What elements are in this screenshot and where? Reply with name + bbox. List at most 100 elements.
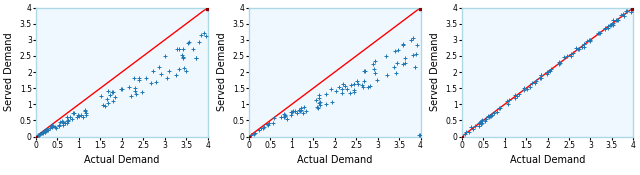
Point [45,127,55,130]
Point [103,101,113,104]
Point [504,103,514,105]
Point [80,108,90,111]
Point [410,65,420,68]
Point [40,129,51,132]
Point [545,70,555,72]
Point [103,89,113,92]
Point [593,32,604,34]
Point [294,110,305,113]
Point [107,91,117,93]
Point [369,68,379,71]
Point [585,40,595,43]
Point [268,121,278,124]
Point [78,115,88,118]
Point [616,14,627,17]
Point [510,97,520,100]
Point [40,130,50,133]
Point [287,111,297,113]
Point [194,41,204,44]
Point [57,119,67,122]
Point [584,38,594,41]
Point [246,134,256,137]
Point [579,42,589,45]
Point [398,42,408,45]
Point [315,100,325,103]
Point [392,61,403,64]
Point [299,106,309,109]
Point [352,80,362,83]
Point [196,34,206,36]
Point [400,61,410,64]
Point [415,134,426,136]
Point [608,19,618,22]
Point [178,47,188,50]
Point [262,124,273,127]
Point [605,23,616,26]
Point [39,130,49,133]
Point [171,74,181,76]
Point [337,82,348,85]
Point [381,54,391,57]
Point [604,25,614,27]
Y-axis label: Served Demand: Served Demand [4,33,14,111]
Point [371,72,381,74]
Point [554,60,564,63]
Point [58,121,68,124]
Point [146,82,156,85]
Point [262,122,273,125]
Point [574,48,584,51]
Point [51,126,61,128]
Point [327,101,337,103]
Point [38,131,48,134]
Point [519,87,529,89]
Point [504,98,514,101]
Point [372,78,383,81]
Point [259,125,269,128]
Point [611,18,621,21]
Point [568,52,578,55]
Point [199,32,209,35]
Point [477,122,487,124]
Point [367,62,378,65]
Point [608,23,618,26]
Point [181,70,191,73]
Point [67,118,77,120]
Point [154,65,164,68]
Point [571,47,581,50]
Point [474,122,484,125]
Point [116,88,127,90]
Point [130,87,140,90]
Point [621,9,631,12]
Point [294,109,305,111]
Point [492,110,502,113]
Point [542,72,552,75]
Point [522,87,532,90]
Point [125,94,136,97]
Point [58,124,68,127]
Point [559,56,569,59]
Point [398,62,408,65]
Point [76,114,86,117]
Point [494,106,504,109]
Point [60,122,70,125]
Point [296,107,306,110]
Point [525,86,535,89]
Point [184,41,195,44]
Point [34,133,44,136]
Point [285,111,296,113]
Point [249,132,259,135]
Point [627,7,637,10]
Point [55,121,65,124]
Point [321,103,331,105]
Point [476,120,486,123]
Point [543,70,553,73]
Point [156,73,166,76]
Point [360,69,370,72]
Point [314,102,324,105]
Point [514,93,524,96]
Point [162,77,172,80]
Point [280,115,290,118]
Point [315,104,325,107]
Point [51,126,61,129]
Y-axis label: Served Demand: Served Demand [217,33,227,111]
